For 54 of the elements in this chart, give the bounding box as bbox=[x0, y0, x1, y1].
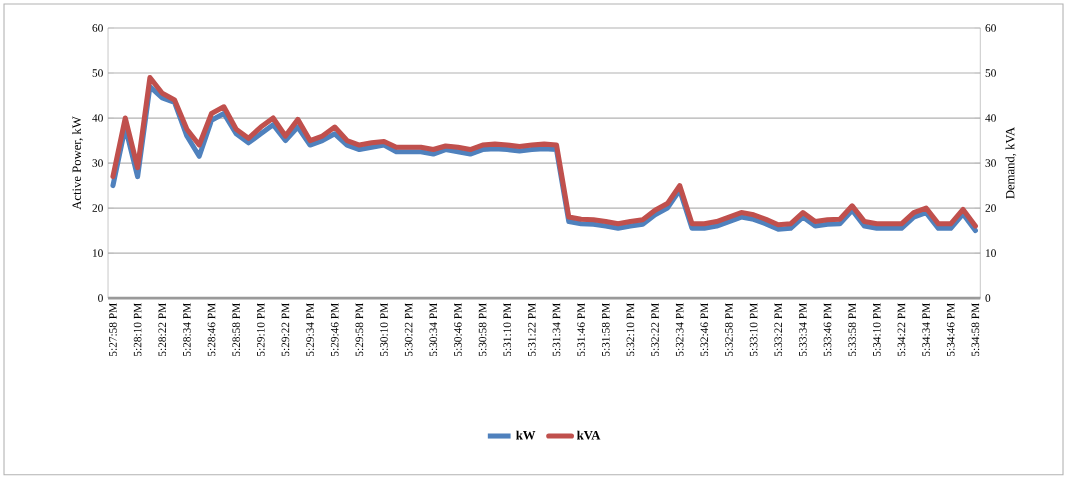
x-tick-label: 5:33:58 PM bbox=[848, 303, 857, 357]
x-tick-label: 5:30:46 PM bbox=[454, 303, 462, 357]
x-tick-label: 5:27:58 PM bbox=[109, 303, 117, 357]
y-tick-label: 40 bbox=[92, 114, 103, 122]
x-tick-label: 5:32:46 PM bbox=[700, 303, 709, 357]
x-tick-label: 5:31:10 PM bbox=[503, 303, 512, 357]
x-tick-label: 5:34:22 PM bbox=[897, 303, 906, 357]
x-tick-label: 5:33:22 PM bbox=[774, 303, 783, 357]
y2-tick-label: 0 bbox=[985, 294, 991, 302]
y-tick-label: 20 bbox=[92, 204, 103, 212]
x-tick-label: 5:32:10 PM bbox=[626, 303, 635, 357]
x-tick-label: 5:29:10 PM bbox=[256, 303, 265, 357]
x-tick-label: 5:32:58 PM bbox=[725, 303, 733, 357]
y2-tick-label: 20 bbox=[985, 204, 996, 212]
x-tick-label: 5:30:34 PM bbox=[429, 303, 438, 357]
y-tick-label: 0 bbox=[98, 294, 103, 302]
x-tick-label: 5:34:46 PM bbox=[946, 303, 955, 357]
x-tick-label: 5:34:10 PM bbox=[872, 303, 881, 357]
x-tick-label: 5:33:46 PM bbox=[823, 303, 832, 357]
y-tick-label: 10 bbox=[93, 249, 103, 257]
x-tick-label: 5:31:34 PM bbox=[552, 303, 561, 357]
x-tick-label: 5:30:22 PM bbox=[404, 303, 413, 357]
legend-label: kVA bbox=[577, 430, 601, 440]
x-tick-label: 5:29:58 PM bbox=[355, 303, 364, 357]
x-tick-label: 5:28:22 PM bbox=[158, 303, 167, 357]
y-tick-label: 30 bbox=[92, 159, 103, 167]
y2-tick-label: 40 bbox=[985, 114, 996, 122]
x-tick-label: 5:34:58 PM bbox=[971, 303, 980, 357]
y-tick-label: 60 bbox=[92, 24, 103, 32]
x-tick-label: 5:29:34 PM bbox=[306, 303, 314, 357]
y-tick-label: 50 bbox=[92, 69, 103, 77]
x-tick-label: 5:33:10 PM bbox=[749, 303, 758, 357]
x-tick-label: 5:29:46 PM bbox=[330, 303, 339, 357]
y2-tick-label: 30 bbox=[985, 159, 996, 167]
x-tick-label: 5:28:46 PM bbox=[207, 303, 216, 357]
x-tick-label: 5:30:58 PM bbox=[478, 303, 487, 357]
x-tick-label: 5:28:58 PM bbox=[232, 303, 241, 357]
x-tick-label: 5:31:46 PM bbox=[577, 303, 585, 357]
x-tick-label: 5:31:22 PM bbox=[528, 303, 536, 357]
legend-label: kW bbox=[516, 430, 536, 440]
x-tick-label: 5:31:58 PM bbox=[601, 303, 610, 357]
y2-tick-label: 60 bbox=[985, 24, 996, 32]
x-tick-label: 5:30:10 PM bbox=[380, 303, 388, 357]
x-tick-label: 5:32:34 PM bbox=[675, 303, 684, 357]
x-tick-label: 5:28:34 PM bbox=[183, 303, 191, 357]
x-tick-label: 5:33:34 PM bbox=[799, 303, 807, 357]
x-tick-label: 5:29:22 PM bbox=[281, 303, 290, 357]
y2-tick-label: 50 bbox=[985, 69, 996, 77]
x-tick-label: 5:28:10 PM bbox=[133, 303, 142, 357]
x-tick-label: 5:32:22 PM bbox=[651, 303, 659, 357]
y2-tick-label: 10 bbox=[986, 249, 996, 257]
x-tick-label: 5:34:34 PM bbox=[922, 303, 930, 357]
y2-axis-title: Demand, kVA bbox=[1005, 127, 1017, 199]
y-axis-title: Active Power, kW bbox=[72, 116, 83, 210]
